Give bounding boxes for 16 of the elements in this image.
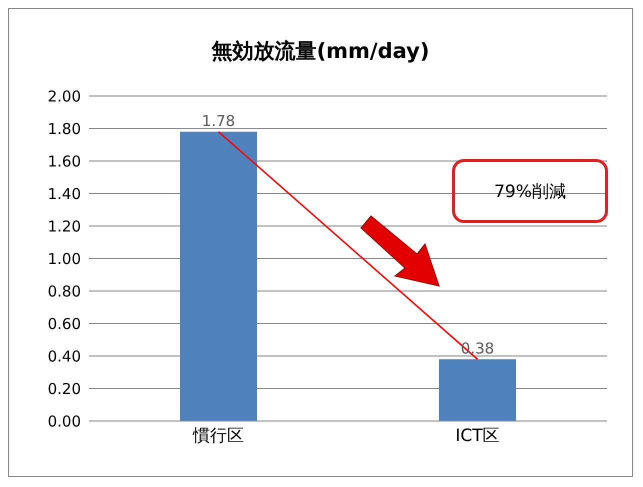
x-tick-label: ICT区 (455, 426, 500, 446)
y-tick-label: 1.00 (48, 250, 81, 268)
y-tick-label: 0.80 (48, 282, 81, 300)
annotation: 79%削減 (452, 159, 608, 223)
data-label: 1.78 (202, 112, 236, 130)
y-tick-label: 1.80 (48, 120, 81, 138)
y-tick-label: 0.40 (48, 347, 81, 366)
y-tick-label: 0.00 (48, 412, 81, 430)
y-tick-label: 1.40 (48, 184, 81, 203)
y-tick-label: 0.60 (48, 314, 81, 333)
y-tick-label: 1.60 (48, 152, 81, 170)
y-tick-label: 1.20 (48, 217, 81, 236)
x-tick-label: 慣行区 (192, 426, 244, 446)
chart-title: 無効放流量(mm/day) (210, 38, 430, 65)
y-tick-label: 0.20 (48, 380, 81, 398)
y-tick-label: 2.00 (48, 87, 81, 106)
